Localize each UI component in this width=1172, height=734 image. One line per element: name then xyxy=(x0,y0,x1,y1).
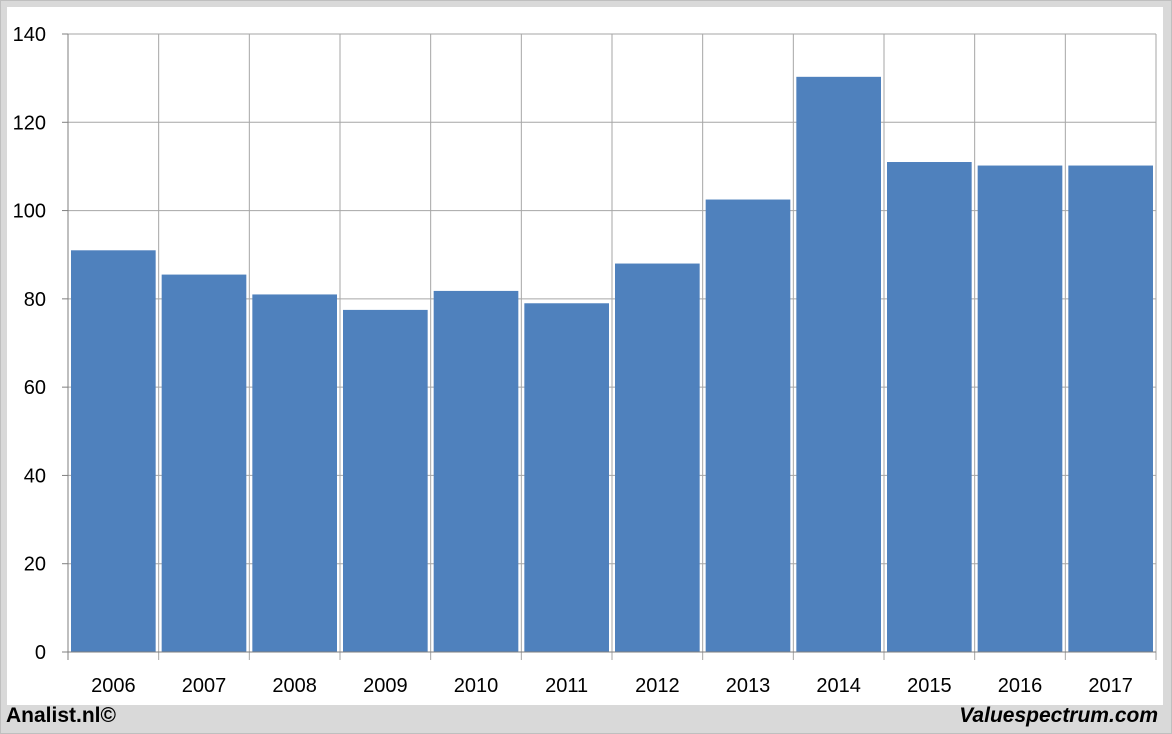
x-tick-label: 2006 xyxy=(91,675,136,697)
grid-lines xyxy=(68,33,1157,660)
bar-2012 xyxy=(615,263,700,652)
x-tick-label: 2008 xyxy=(272,675,317,697)
y-tick-label: 40 xyxy=(24,465,46,487)
y-tick-label: 20 xyxy=(24,554,46,576)
x-tick-label: 2016 xyxy=(998,675,1043,697)
x-tick-label: 2013 xyxy=(726,675,771,697)
x-tick-label: 2017 xyxy=(1088,675,1133,697)
x-tick-label: 2007 xyxy=(182,675,227,697)
bar-2006 xyxy=(71,250,156,653)
bars xyxy=(71,76,1153,653)
y-tick-label: 120 xyxy=(13,112,46,134)
x-tick-label: 2012 xyxy=(635,675,680,697)
analist-credit: Analist.nl© xyxy=(6,704,116,727)
y-tick-label: 140 xyxy=(13,24,46,46)
y-tick-label: 80 xyxy=(24,289,46,311)
bar-2015 xyxy=(887,162,972,652)
bar-2014 xyxy=(796,76,881,652)
x-tick-label: 2010 xyxy=(454,675,499,697)
y-tick-label: 0 xyxy=(35,642,46,664)
tick-labels: 0 20 40 60 80 100 120 140 2006 2007 2008 2009 2010 20… xyxy=(13,24,1133,697)
x-tick-label: 2015 xyxy=(907,675,952,697)
x-tick-label: 2014 xyxy=(816,675,861,697)
bar-2017 xyxy=(1068,165,1153,652)
y-tick-label: 60 xyxy=(24,377,46,399)
bar-2009 xyxy=(343,309,428,652)
axes xyxy=(62,33,1156,660)
bar-2013 xyxy=(705,199,791,653)
x-tick-label: 2011 xyxy=(545,675,588,697)
y-tick-label: 100 xyxy=(13,201,46,223)
x-tick-label: 2009 xyxy=(363,675,408,697)
bar-2016 xyxy=(977,165,1063,652)
bar-2010 xyxy=(433,290,519,652)
bar-2008 xyxy=(252,294,337,652)
valuespectrum-credit: Valuespectrum.com xyxy=(959,704,1158,727)
bar-2007 xyxy=(161,274,247,652)
bar-2011 xyxy=(524,303,609,652)
